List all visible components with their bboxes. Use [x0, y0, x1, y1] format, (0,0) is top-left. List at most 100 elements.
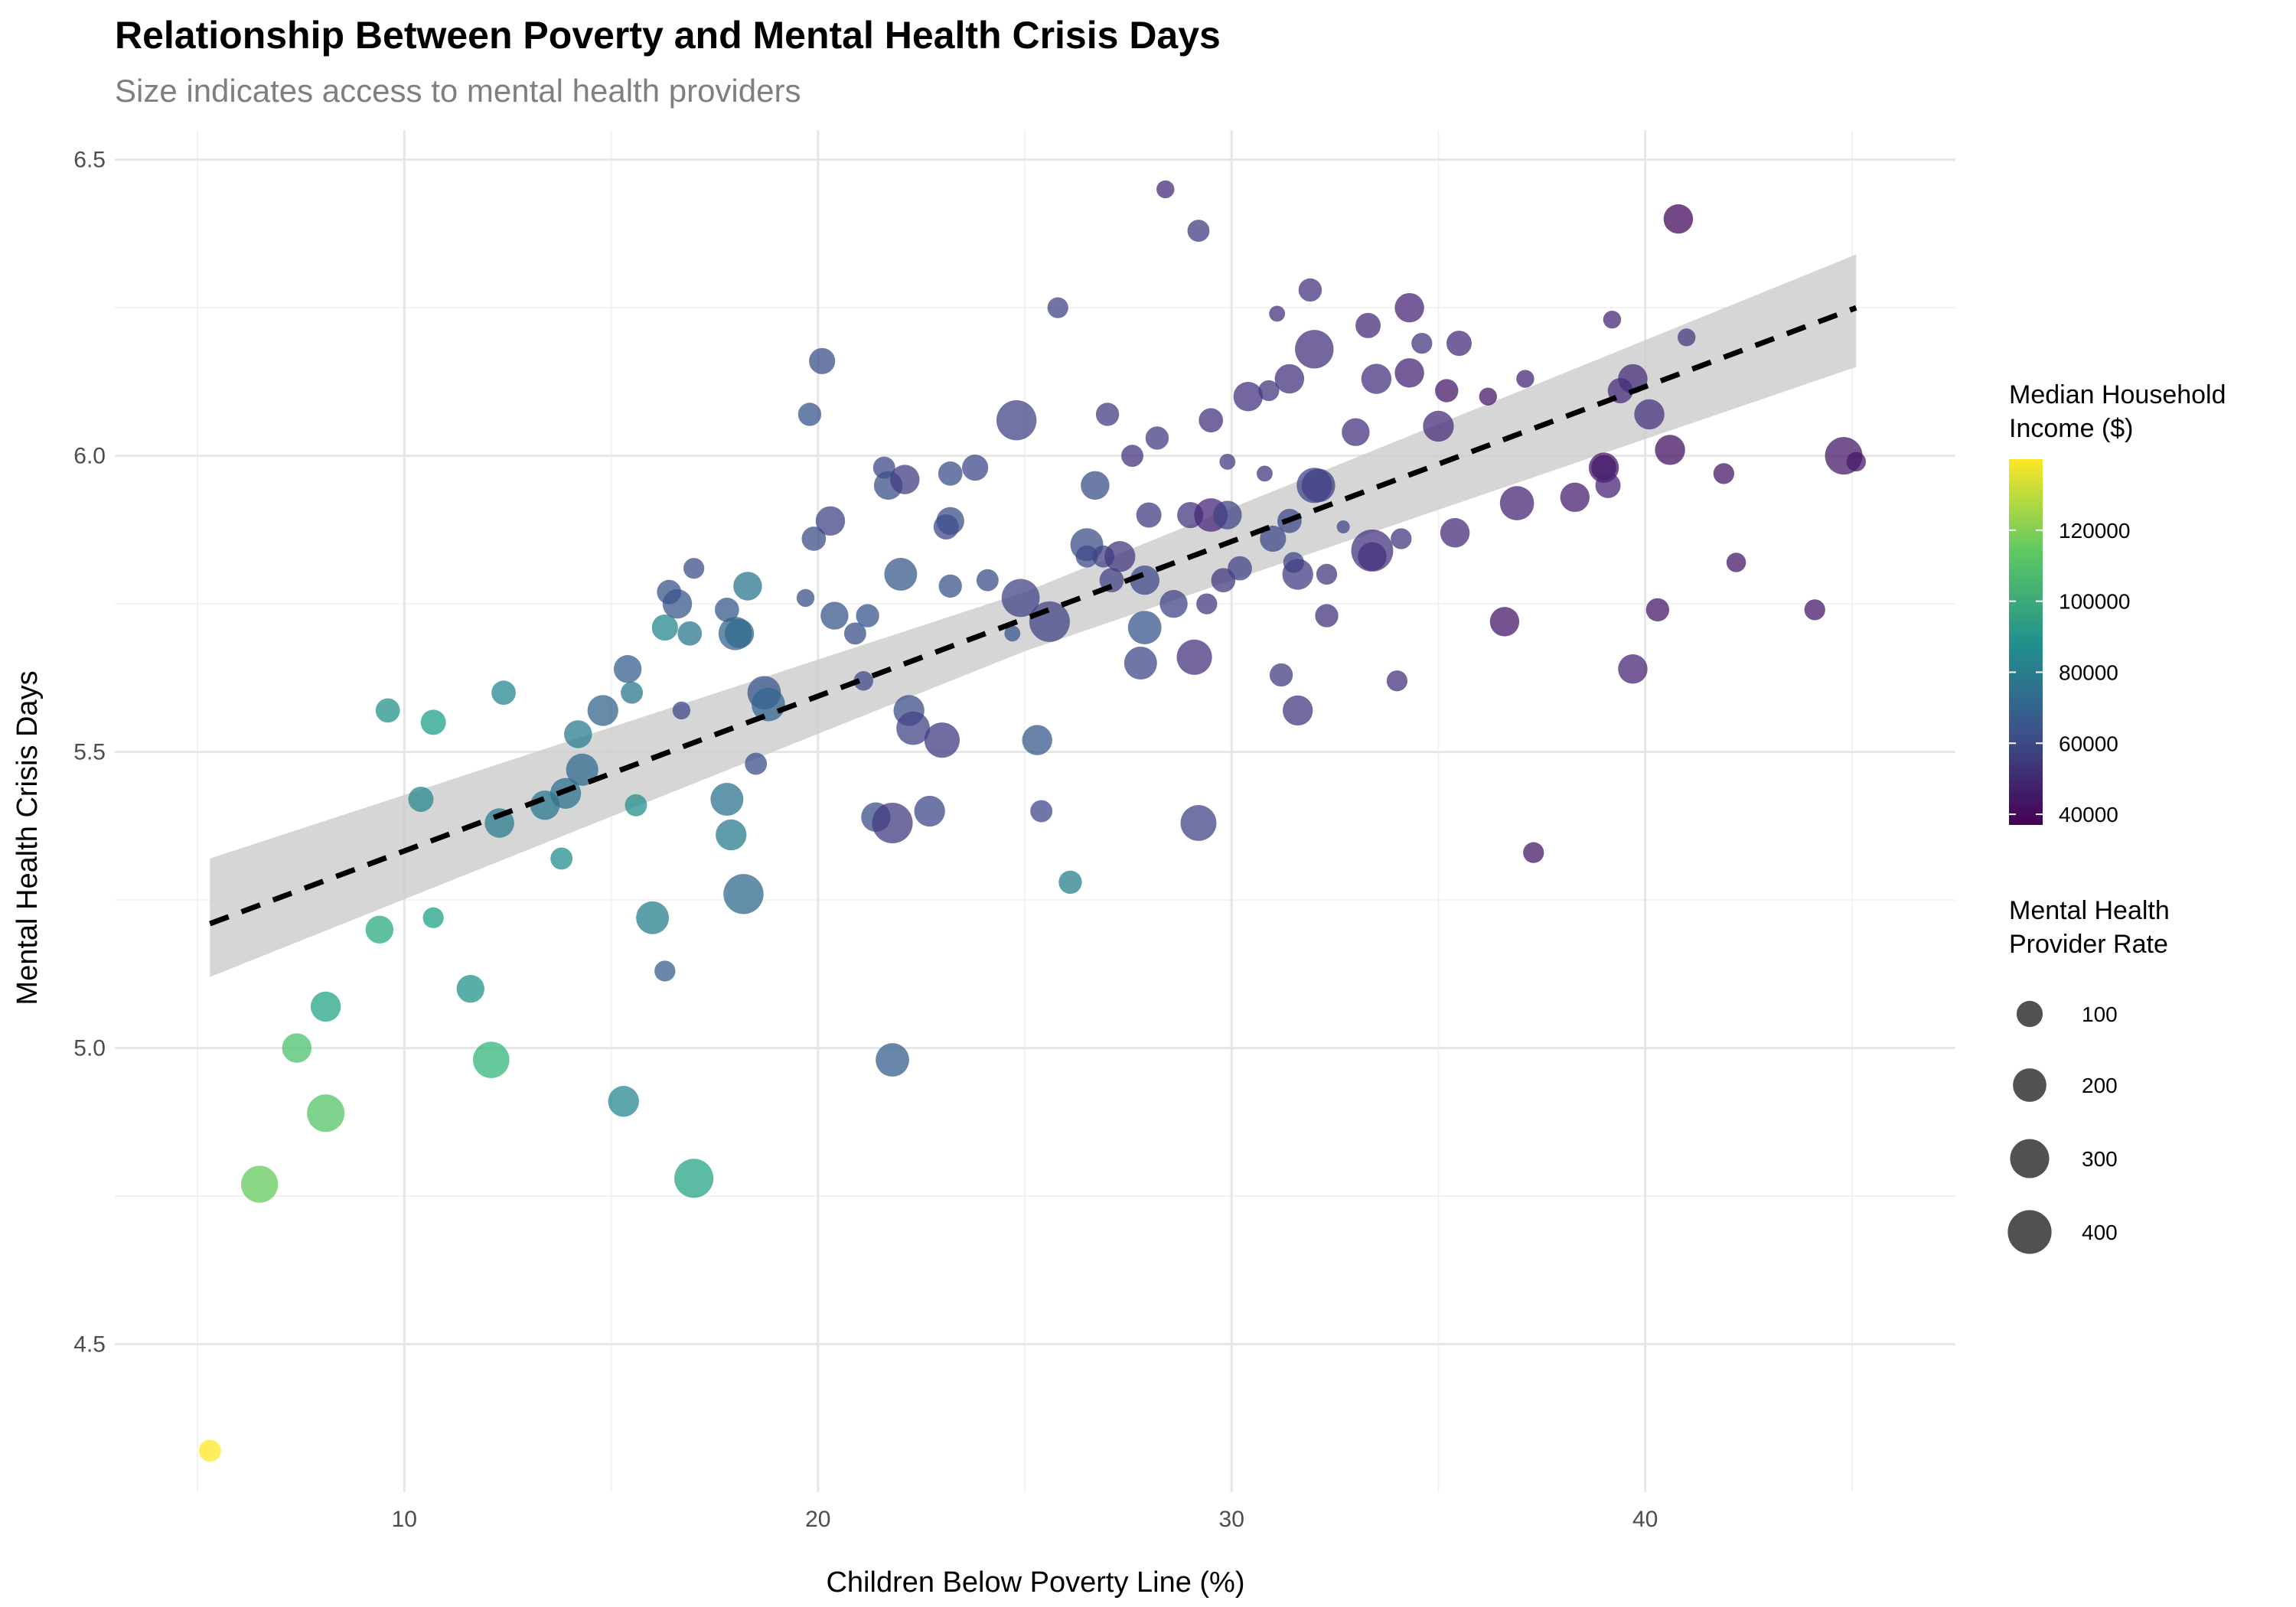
data-point: [550, 847, 573, 870]
data-point: [853, 671, 873, 691]
data-point: [872, 802, 913, 843]
data-point: [1516, 370, 1534, 388]
data-point: [1156, 180, 1175, 199]
data-point: [856, 604, 879, 627]
data-point: [733, 572, 762, 601]
data-point: [996, 400, 1037, 441]
data-point: [282, 1033, 312, 1063]
data-point: [1435, 379, 1459, 403]
data-point: [1726, 553, 1746, 572]
data-point: [1257, 465, 1273, 482]
data-point: [1523, 842, 1544, 863]
size-legend-title-line-2: Provider Rate: [2009, 930, 2168, 959]
data-point: [1394, 292, 1424, 323]
data-point: [672, 701, 691, 720]
data-point: [1342, 418, 1370, 446]
color-legend-tick-label: 40000: [2059, 803, 2118, 826]
data-point: [651, 614, 678, 641]
data-point: [1489, 607, 1520, 637]
data-point: [1081, 471, 1110, 500]
data-point: [1260, 525, 1287, 553]
color-legend-title-line-2: Income ($): [2009, 414, 2134, 443]
data-point: [1127, 611, 1162, 644]
data-point: [422, 907, 444, 928]
color-legend-gradient-bar: [2009, 459, 2043, 825]
color-legend-title-line-1: Median Household: [2009, 380, 2226, 409]
data-point: [662, 588, 693, 619]
data-point: [1618, 654, 1648, 684]
data-point: [420, 709, 446, 735]
data-point: [365, 915, 394, 944]
data-point: [976, 569, 999, 592]
size-legend-key: [2016, 1000, 2043, 1028]
data-point: [815, 506, 846, 536]
data-point: [1124, 647, 1157, 680]
data-point: [797, 403, 822, 426]
data-point: [1655, 435, 1685, 465]
data-point: [1233, 382, 1264, 412]
size-legend-label: 200: [2082, 1074, 2118, 1097]
data-point: [1029, 601, 1070, 642]
data-point: [408, 787, 434, 813]
data-point: [636, 901, 670, 934]
data-point: [375, 698, 400, 723]
data-point: [710, 783, 744, 816]
data-point: [1004, 625, 1021, 642]
data-point: [1104, 541, 1136, 572]
data-point: [473, 1041, 510, 1078]
data-point: [896, 711, 930, 745]
data-point: [715, 598, 739, 622]
data-point: [1394, 358, 1424, 388]
data-point: [1645, 598, 1670, 622]
data-point: [1316, 563, 1338, 585]
data-point: [1145, 426, 1169, 450]
data-point: [1440, 518, 1470, 548]
data-point: [1075, 545, 1098, 568]
data-point: [1560, 482, 1590, 513]
data-point: [796, 588, 815, 608]
data-point: [843, 622, 866, 645]
y-tick-label: 6.5: [73, 148, 106, 173]
data-point: [1130, 565, 1159, 595]
data-point: [456, 974, 484, 1003]
color-legend-tick-label: 80000: [2059, 660, 2118, 684]
data-point: [1219, 453, 1236, 470]
size-legend-key: [2010, 1139, 2050, 1178]
data-point: [1603, 310, 1622, 329]
x-axis-title: Children Below Poverty Line (%): [826, 1566, 1244, 1599]
data-point: [924, 722, 960, 758]
data-point: [1446, 331, 1472, 357]
data-point: [1295, 330, 1334, 369]
data-point: [890, 464, 920, 494]
data-point: [1176, 639, 1212, 675]
data-point: [566, 753, 598, 786]
size-legend-label: 400: [2082, 1221, 2118, 1244]
data-point: [801, 526, 827, 551]
data-point: [809, 347, 836, 374]
x-tick-label: 40: [1632, 1507, 1658, 1532]
data-point: [1047, 297, 1068, 318]
data-point: [1136, 502, 1162, 528]
x-tick-label: 10: [392, 1507, 417, 1532]
data-point: [1022, 725, 1052, 755]
data-point: [1258, 380, 1280, 402]
data-point: [1187, 220, 1210, 243]
data-point: [1274, 363, 1305, 394]
data-point: [1361, 363, 1392, 394]
data-point: [1058, 870, 1082, 895]
data-point: [1479, 387, 1497, 406]
data-point: [198, 1439, 221, 1462]
data-point: [1228, 556, 1252, 581]
color-legend-tick-label: 120000: [2059, 519, 2130, 543]
data-point: [683, 558, 705, 579]
plot-area: 10 20 30 40 4.5 5.0 5.5 6.0 6.5: [73, 130, 1955, 1532]
data-point: [484, 808, 514, 838]
data-point: [876, 1043, 909, 1077]
data-point: [1336, 520, 1350, 534]
data-point: [1634, 399, 1665, 430]
data-point: [1358, 542, 1387, 571]
data-point: [1391, 528, 1412, 549]
data-point: [1846, 451, 1867, 472]
data-point: [716, 819, 747, 851]
